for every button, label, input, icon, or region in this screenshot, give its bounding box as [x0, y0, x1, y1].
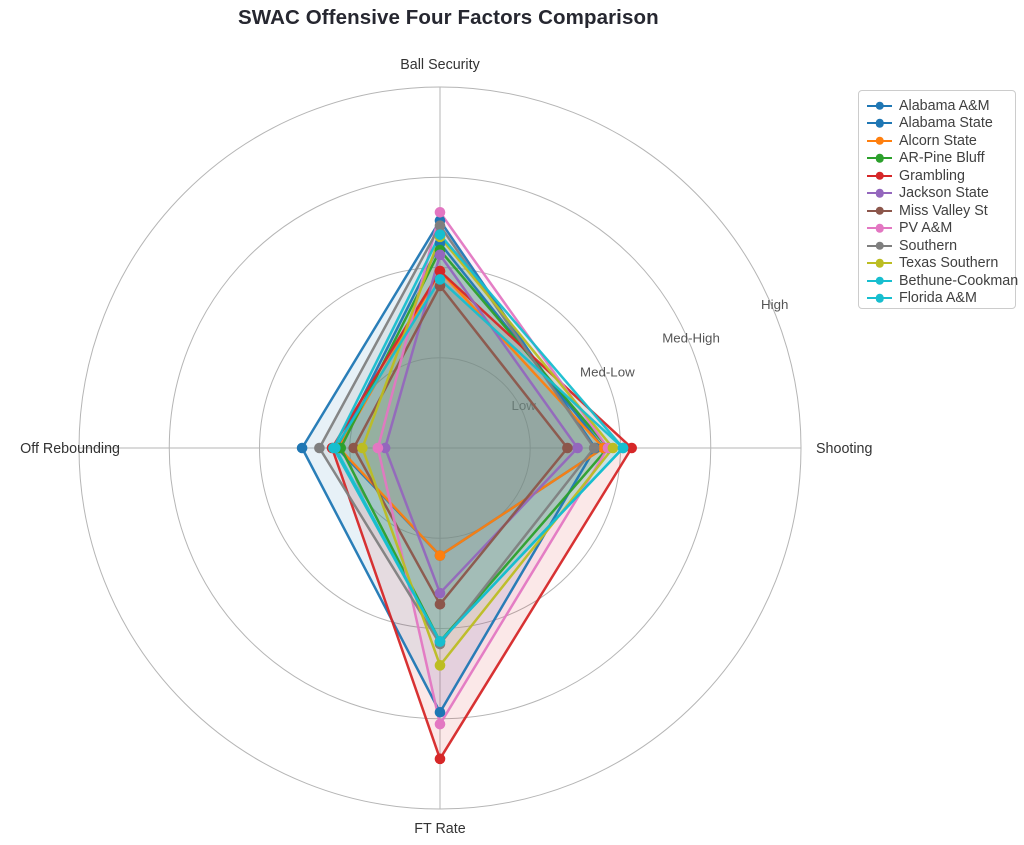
svg-text:Med-High: Med-High — [662, 331, 720, 346]
svg-text:FT Rate: FT Rate — [414, 821, 465, 837]
svg-text:Off Rebounding: Off Rebounding — [20, 441, 120, 457]
svg-text:Med-Low: Med-Low — [580, 364, 635, 379]
svg-text:Shooting: Shooting — [816, 441, 872, 457]
svg-text:High: High — [761, 297, 788, 312]
svg-text:Ball Security: Ball Security — [400, 57, 480, 73]
